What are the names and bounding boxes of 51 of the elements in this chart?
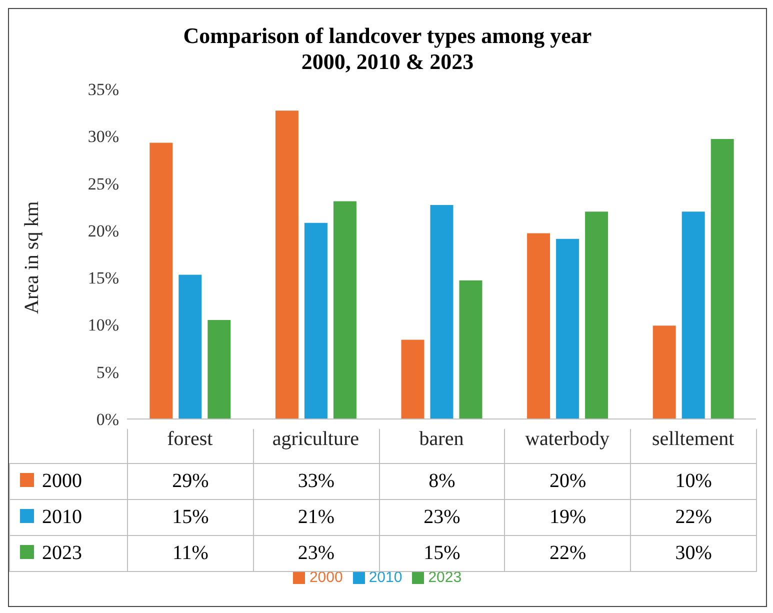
chart-title: Comparison of landcover types among year 2000, 2010 & 2023 (182, 23, 593, 76)
x-tick-label: waterbody (525, 428, 610, 450)
bar (401, 340, 424, 419)
data-label: 22% (504, 535, 631, 571)
y-tick-label: 20% (88, 221, 119, 240)
bar (652, 326, 676, 419)
x-tick-label: forest (167, 428, 214, 450)
bar (527, 233, 550, 419)
y-axis-title: Area in sq km (21, 200, 44, 314)
bar (430, 204, 454, 419)
bar (710, 138, 734, 419)
y-tick-label: 15% (88, 268, 119, 288)
y-tick-label: 25% (88, 174, 119, 194)
text: 2023 (42, 542, 82, 564)
y-tick-label: 30% (88, 127, 119, 146)
data-label: 20% (504, 463, 631, 499)
data-label: 8% (379, 463, 505, 499)
text: 2010 (368, 569, 402, 586)
bar (333, 201, 356, 419)
data-label: 23% (298, 542, 335, 564)
data-label: 22% (630, 499, 756, 535)
legend-label: 2000 (10, 463, 128, 499)
data-label: 10% (630, 463, 756, 499)
bar (556, 238, 580, 419)
legend-label: 2010 (10, 499, 128, 535)
x-tick-label: baren (419, 428, 464, 450)
data-label: 15% (128, 499, 254, 535)
bar (585, 212, 608, 419)
bar (208, 320, 231, 419)
bar (178, 274, 202, 419)
data-label: 19% (504, 499, 631, 535)
y-tick-label: 10% (88, 316, 119, 335)
legend-label: 2023 (428, 569, 462, 586)
bar (275, 110, 298, 419)
y-tick-label: 5% (96, 362, 119, 382)
data-label: 30% (630, 535, 756, 571)
data-label: 21% (253, 499, 380, 535)
bar (682, 212, 705, 419)
x-tick-label: selltement (652, 428, 735, 450)
y-tick-label: 35% (88, 80, 119, 100)
data-label: 15% (424, 542, 460, 564)
data-label: 23% (379, 499, 505, 535)
data-label: 33% (253, 463, 380, 499)
bar (150, 142, 173, 419)
x-tick-label: agriculture (272, 428, 360, 450)
text: 2000 (309, 569, 343, 586)
bar (304, 222, 328, 419)
bar (459, 280, 482, 419)
y-tick-label: 0% (96, 410, 119, 430)
data-label: 29% (128, 463, 254, 499)
data-label: 11% (128, 535, 254, 571)
